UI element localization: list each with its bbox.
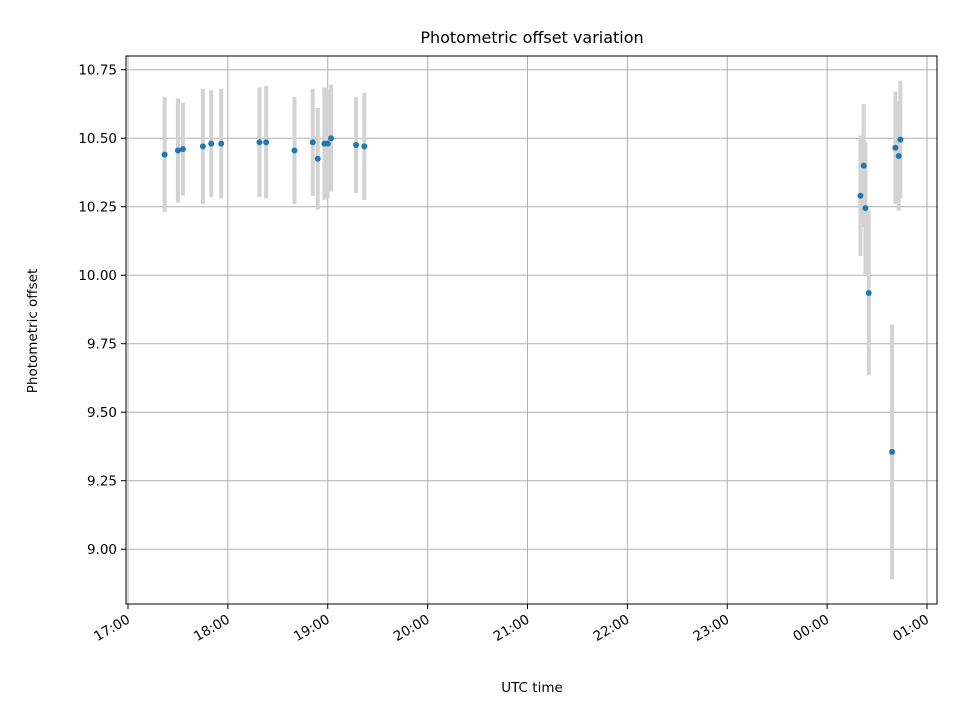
data-point [361, 143, 368, 150]
y-axis-label: Photometric offset [25, 269, 41, 393]
y-tick-label: 10.50 [78, 131, 117, 147]
y-tick-label: 10.75 [78, 63, 117, 79]
data-point [857, 192, 864, 199]
y-tick-label: 9.75 [87, 337, 117, 353]
y-axis-ticks: 9.00 9.25 9.50 9.75 10.00 10.25 10.50 10.75 [78, 63, 126, 558]
y-tick-label: 9.00 [87, 542, 117, 558]
chart-title: Photometric offset variation [420, 28, 643, 47]
data-point [892, 144, 899, 151]
data-point [291, 147, 298, 154]
data-point [263, 139, 270, 146]
data-point [314, 155, 321, 162]
data-point [897, 136, 904, 143]
data-point [218, 140, 225, 147]
data-points [161, 135, 904, 455]
data-point [889, 448, 896, 455]
y-tick-label: 9.25 [87, 474, 117, 490]
data-point [860, 162, 867, 169]
data-point [309, 139, 316, 146]
y-tick-label: 10.25 [78, 200, 117, 216]
data-point [865, 290, 872, 297]
y-tick-label: 9.50 [87, 405, 117, 421]
data-point [208, 140, 215, 147]
plot-area-frame [125, 55, 938, 605]
data-point [324, 140, 331, 147]
data-point [174, 147, 181, 154]
data-point [161, 151, 168, 158]
data-point [328, 135, 335, 142]
data-point [179, 146, 186, 153]
data-point [199, 143, 206, 150]
data-point [895, 153, 902, 160]
data-point [256, 139, 263, 146]
data-point [353, 142, 360, 149]
x-axis-label: UTC time [501, 680, 563, 696]
grid-lines [126, 56, 937, 604]
y-tick-label: 10.00 [78, 268, 117, 284]
data-point [862, 205, 869, 212]
